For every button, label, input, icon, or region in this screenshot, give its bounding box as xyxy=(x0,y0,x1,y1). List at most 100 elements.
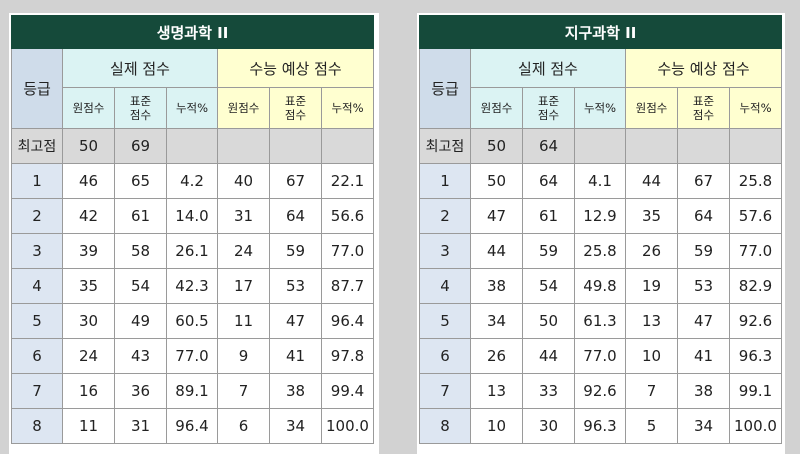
actual-raw-cell: 42 xyxy=(62,198,115,234)
std-score-header-text: 표준 점수 xyxy=(537,94,560,122)
actual-pct-cell: 89.1 xyxy=(166,373,218,409)
predicted-pct-cell: 82.9 xyxy=(729,268,782,304)
predicted-pct-cell: 99.1 xyxy=(729,373,782,409)
max-std-cell: 64 xyxy=(522,128,575,164)
actual-std-cell: 61 xyxy=(114,198,167,234)
pct-header: 누적% xyxy=(574,87,626,129)
std-score-header: 표준 점수 xyxy=(522,87,575,129)
table-row: 8 11 31 96.4 6 34 100.0 xyxy=(11,408,374,444)
predicted-raw-cell: 9 xyxy=(217,338,270,374)
predicted-std-cell: 53 xyxy=(677,268,730,304)
predicted-raw-cell: 35 xyxy=(625,198,678,234)
actual-pct-cell: 49.8 xyxy=(574,268,626,304)
actual-raw-cell: 26 xyxy=(470,338,523,374)
grade-cell: 3 xyxy=(419,233,471,269)
grade-cell: 3 xyxy=(11,233,63,269)
raw-score-header: 원점수 xyxy=(217,87,270,129)
grade-cell: 4 xyxy=(419,268,471,304)
predicted-std-cell: 47 xyxy=(677,303,730,339)
max-score-row: 최고점 50 64 xyxy=(419,128,782,164)
predicted-std-cell: 64 xyxy=(269,198,322,234)
std-score-header: 표준 점수 xyxy=(269,87,322,129)
pct-header: 누적% xyxy=(321,87,374,129)
max-raw-cell: 50 xyxy=(62,128,115,164)
max-raw-cell: 50 xyxy=(470,128,523,164)
predicted-pct-cell: 77.0 xyxy=(321,233,374,269)
grade-cell: 2 xyxy=(419,198,471,234)
actual-raw-cell: 47 xyxy=(470,198,523,234)
predicted-pct-cell: 100.0 xyxy=(729,408,782,444)
actual-raw-cell: 24 xyxy=(62,338,115,374)
predicted-pct-cell: 100.0 xyxy=(321,408,374,444)
actual-std-cell: 58 xyxy=(114,233,167,269)
actual-std-cell: 36 xyxy=(114,373,167,409)
predicted-score-header: 수능 예상 점수 xyxy=(625,48,782,88)
actual-raw-cell: 13 xyxy=(470,373,523,409)
actual-pct-cell: 14.0 xyxy=(166,198,218,234)
grade-cell: 1 xyxy=(419,163,471,199)
grade-header: 등급 xyxy=(419,48,471,129)
raw-score-header: 원점수 xyxy=(625,87,678,129)
actual-pct-cell: 96.3 xyxy=(574,408,626,444)
predicted-raw-cell: 40 xyxy=(217,163,270,199)
predicted-std-cell: 41 xyxy=(269,338,322,374)
actual-pct-cell: 12.9 xyxy=(574,198,626,234)
predicted-pct-cell: 56.6 xyxy=(321,198,374,234)
actual-raw-cell: 50 xyxy=(470,163,523,199)
table-row: 5 34 50 61.3 13 47 92.6 xyxy=(419,303,782,339)
grade-cell: 6 xyxy=(11,338,63,374)
empty-cell xyxy=(269,128,322,164)
predicted-std-cell: 41 xyxy=(677,338,730,374)
actual-std-cell: 54 xyxy=(114,268,167,304)
actual-std-cell: 43 xyxy=(114,338,167,374)
grade-cell: 7 xyxy=(419,373,471,409)
actual-raw-cell: 38 xyxy=(470,268,523,304)
actual-pct-cell: 60.5 xyxy=(166,303,218,339)
table-row: 6 26 44 77.0 10 41 96.3 xyxy=(419,338,782,374)
predicted-raw-cell: 7 xyxy=(625,373,678,409)
std-score-header: 표준 점수 xyxy=(677,87,730,129)
table-row: 2 47 61 12.9 35 64 57.6 xyxy=(419,198,782,234)
actual-std-cell: 33 xyxy=(522,373,575,409)
actual-raw-cell: 44 xyxy=(470,233,523,269)
predicted-raw-cell: 24 xyxy=(217,233,270,269)
pct-header: 누적% xyxy=(729,87,782,129)
actual-raw-cell: 39 xyxy=(62,233,115,269)
table-row: 7 16 36 89.1 7 38 99.4 xyxy=(11,373,374,409)
table-row: 8 10 30 96.3 5 34 100.0 xyxy=(419,408,782,444)
predicted-score-header: 수능 예상 점수 xyxy=(217,48,374,88)
actual-raw-cell: 11 xyxy=(62,408,115,444)
empty-cell xyxy=(677,128,730,164)
empty-cell xyxy=(625,128,678,164)
std-score-header-text: 표준 점수 xyxy=(284,94,307,122)
actual-score-header: 실제 점수 xyxy=(62,48,218,88)
actual-raw-cell: 16 xyxy=(62,373,115,409)
table-row: 6 24 43 77.0 9 41 97.8 xyxy=(11,338,374,374)
empty-cell xyxy=(574,128,626,164)
grade-cell: 7 xyxy=(11,373,63,409)
predicted-raw-cell: 7 xyxy=(217,373,270,409)
predicted-std-cell: 53 xyxy=(269,268,322,304)
predicted-raw-cell: 13 xyxy=(625,303,678,339)
predicted-raw-cell: 44 xyxy=(625,163,678,199)
actual-pct-cell: 25.8 xyxy=(574,233,626,269)
actual-pct-cell: 92.6 xyxy=(574,373,626,409)
actual-std-cell: 44 xyxy=(522,338,575,374)
actual-raw-cell: 10 xyxy=(470,408,523,444)
predicted-raw-cell: 5 xyxy=(625,408,678,444)
empty-cell xyxy=(217,128,270,164)
table-panel-left: 생명과학 II 등급 실제 점수 수능 예상 점수 원점수 표준 점수 누적% … xyxy=(9,13,379,454)
predicted-pct-cell: 22.1 xyxy=(321,163,374,199)
predicted-raw-cell: 10 xyxy=(625,338,678,374)
max-score-label: 최고점 xyxy=(11,128,63,164)
grade-cell: 8 xyxy=(419,408,471,444)
predicted-raw-cell: 31 xyxy=(217,198,270,234)
std-score-header-text: 표준 점수 xyxy=(692,94,715,122)
table-row: 5 30 49 60.5 11 47 96.4 xyxy=(11,303,374,339)
predicted-std-cell: 59 xyxy=(677,233,730,269)
score-table-earth-science: 지구과학 II 등급 실제 점수 수능 예상 점수 원점수 표준 점수 누적% … xyxy=(419,15,782,444)
actual-std-cell: 61 xyxy=(522,198,575,234)
empty-cell xyxy=(166,128,218,164)
max-std-cell: 69 xyxy=(114,128,167,164)
predicted-std-cell: 47 xyxy=(269,303,322,339)
